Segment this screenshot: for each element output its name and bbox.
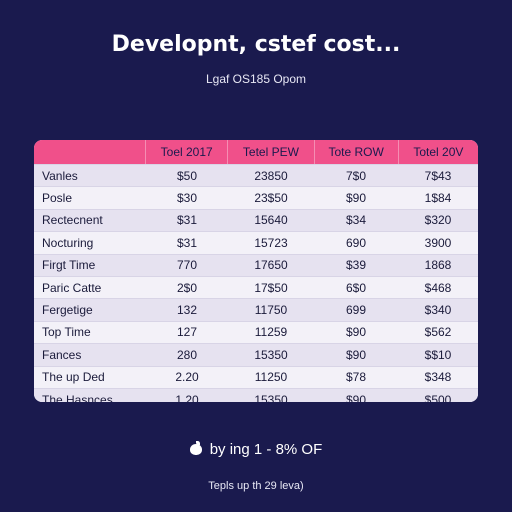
- row-label: Fances: [42, 347, 82, 362]
- table-cell: $31: [176, 213, 198, 228]
- column-header[interactable]: Tetel PEW: [227, 140, 313, 164]
- table-cell: 6$0: [345, 280, 367, 295]
- table-cell: 11250: [254, 370, 288, 385]
- table-row: Nocturing $31 15723 690 3900: [34, 231, 478, 254]
- row-label: Rectecnent: [42, 213, 103, 228]
- table-cell: 280: [176, 347, 198, 362]
- table-row: Top Time 127 11259 $90 $562: [34, 320, 478, 344]
- table-cell: 3900: [424, 235, 452, 250]
- row-label: Nocturing: [42, 235, 94, 250]
- table-row: Vanles $50 23850 7$0 7$43: [34, 164, 478, 187]
- table-cell: 15350: [254, 392, 288, 402]
- row-label: Vanles: [42, 168, 78, 183]
- table-cell: 1$84: [424, 191, 452, 206]
- table-cell: $30: [176, 191, 198, 206]
- table-row: Firgt Time 770 17650 $39 1868: [34, 253, 478, 276]
- table-cell: 690: [345, 235, 367, 250]
- table-cell: $90: [345, 392, 367, 402]
- table-cell: 699: [345, 303, 367, 318]
- row-label: Fergetige: [42, 303, 93, 318]
- table-cell: 1.20: [175, 392, 199, 402]
- table-cell: $78: [345, 370, 367, 385]
- footer-summary: by ing 1 - 8% OF: [0, 441, 512, 458]
- table-cell: $468: [424, 280, 452, 295]
- table-cell: $562: [424, 325, 452, 340]
- table-cell: $31: [176, 235, 198, 250]
- cost-table: Toel 2017 Tetel PEW Tote ROW Totel 20V V…: [34, 140, 478, 402]
- table-cell: 11259: [254, 325, 288, 340]
- row-label: The Hasnces: [42, 392, 113, 402]
- page-subtitle: Lgaf OS185 Opom: [205, 72, 307, 86]
- table-cell: 7$0: [345, 168, 367, 183]
- page-title: Developnt, cstef cost...: [111, 32, 401, 57]
- table-cell: $34: [345, 213, 367, 228]
- table-row: The up Ded 2.20 11250 $78 $348: [34, 365, 478, 388]
- table-cell: 7$43: [424, 168, 452, 183]
- table-row: Fances 280 15350 $90 $$10: [34, 343, 478, 366]
- row-label: The up Ded: [42, 370, 105, 385]
- table-cell: $340: [424, 303, 452, 318]
- table-row: Fergetige 132 11750 699 $340: [34, 298, 478, 321]
- table-cell: 17650: [254, 258, 288, 273]
- table-row: Rectecnent $31 15640 $34 $320: [34, 208, 478, 232]
- table-cell: $348: [424, 370, 452, 385]
- table-cell: $90: [345, 347, 367, 362]
- table-cell: $39: [345, 258, 367, 273]
- table-cell: $50: [176, 168, 198, 183]
- table-cell: $90: [345, 325, 367, 340]
- column-header: [34, 140, 145, 164]
- table-cell: 17$50: [254, 280, 288, 295]
- table-cell: 15640: [254, 213, 288, 228]
- row-label: Firgt Time: [42, 258, 96, 273]
- table-cell: $320: [424, 213, 452, 228]
- table-cell: 2.20: [175, 370, 199, 385]
- column-header[interactable]: Tote ROW: [313, 140, 398, 164]
- table-cell: $500: [424, 392, 452, 402]
- row-label: Paric Catte: [42, 280, 102, 295]
- table-cell: 1868: [424, 258, 452, 273]
- table-cell: 23850: [254, 168, 288, 183]
- column-header[interactable]: Toel 2017: [145, 140, 227, 164]
- row-label: Top Time: [42, 325, 91, 340]
- table-cell: $$10: [424, 347, 452, 362]
- table-cell: 132: [176, 303, 198, 318]
- footer-note: Tepls up th 29 leva): [208, 480, 304, 492]
- row-label: Posle: [42, 191, 73, 206]
- table-cell: $90: [345, 191, 367, 206]
- column-header[interactable]: Totel 20V: [397, 140, 478, 164]
- table-row: Posle $30 23$50 $90 1$84: [34, 186, 478, 209]
- footer-summary-text: by ing 1 - 8% OF: [209, 441, 323, 458]
- table-body: Vanles $50 23850 7$0 7$43 Posle $30 23$50 $90 1$8…: [34, 164, 478, 402]
- table-cell: 770: [176, 258, 198, 273]
- table-header: Toel 2017 Tetel PEW Tote ROW Totel 20V: [34, 140, 478, 164]
- apple-icon: [189, 441, 202, 455]
- table-cell: 127: [176, 325, 198, 340]
- table-cell: 2$0: [176, 280, 198, 295]
- table-row: The Hasnces 1.20 15350 $90 $500: [34, 387, 478, 402]
- table-row: Paric Catte 2$0 17$50 6$0 $468: [34, 275, 478, 299]
- table-cell: 15723: [254, 235, 288, 250]
- table-cell: 11750: [254, 303, 288, 318]
- table-cell: 15350: [254, 347, 288, 362]
- table-cell: 23$50: [254, 191, 288, 206]
